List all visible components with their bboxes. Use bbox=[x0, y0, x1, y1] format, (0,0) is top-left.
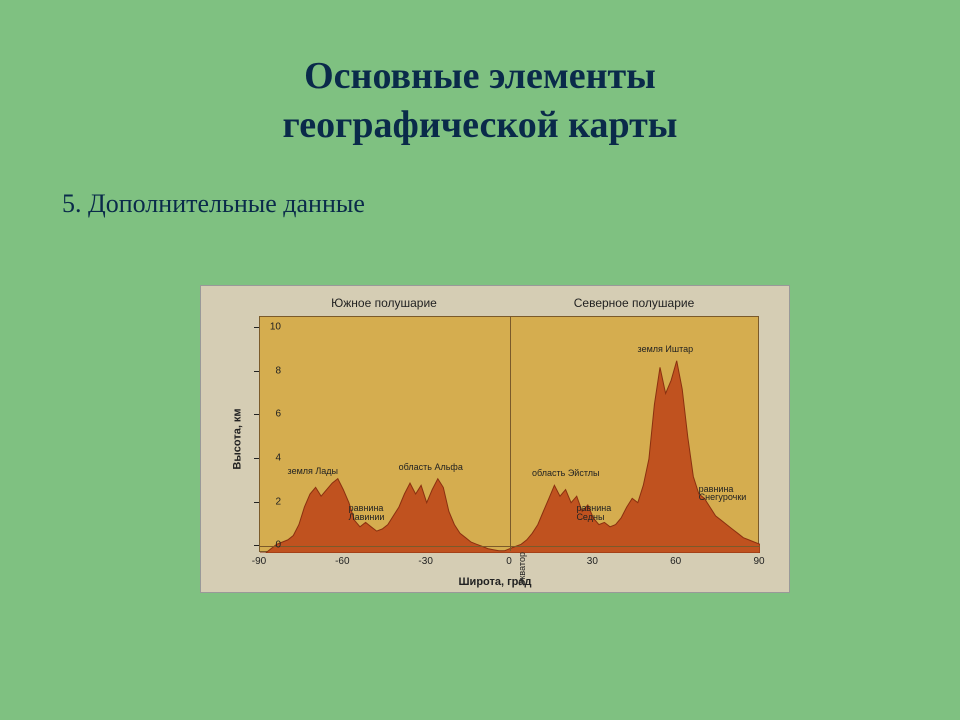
x-tick: 90 bbox=[753, 556, 764, 567]
feature-label: Снегурочки bbox=[699, 492, 747, 502]
feature-label: область Эйстлы bbox=[532, 468, 599, 478]
feature-label: область Альфа bbox=[399, 462, 463, 472]
y-axis-label: Высота, км bbox=[232, 408, 244, 469]
feature-label: Седны bbox=[576, 512, 604, 522]
title-line-2: географической карты bbox=[283, 104, 678, 146]
x-tick: -90 bbox=[252, 556, 266, 567]
slide-subtitle: 5. Дополнительные данные bbox=[0, 151, 960, 219]
feature-label: земля Лады bbox=[288, 466, 338, 476]
y-tick: 4 bbox=[275, 453, 281, 464]
equator-label: Экватор bbox=[517, 552, 527, 586]
x-tick: -60 bbox=[335, 556, 349, 567]
y-tick: 0 bbox=[275, 540, 281, 551]
feature-label: Лавинии bbox=[349, 512, 385, 522]
elevation-chart: Высота, км Широта, град земля Ладыравнин… bbox=[200, 285, 790, 593]
x-tick: -30 bbox=[418, 556, 432, 567]
y-tick: 6 bbox=[275, 409, 281, 420]
y-tick: 2 bbox=[275, 496, 281, 507]
feature-label: земля Иштар bbox=[638, 344, 694, 354]
hemisphere-label: Северное полушарие bbox=[574, 296, 695, 310]
plot-area: земля ЛадыравнинаЛавинииобласть Альфаобл… bbox=[259, 316, 759, 552]
slide-title: Основные элементы географической карты bbox=[0, 0, 960, 151]
x-tick: 0 bbox=[506, 556, 512, 567]
hemisphere-label: Южное полушарие bbox=[331, 296, 437, 310]
y-tick: 10 bbox=[270, 321, 281, 332]
x-tick: 30 bbox=[587, 556, 598, 567]
y-tick: 8 bbox=[275, 365, 281, 376]
x-tick: 60 bbox=[670, 556, 681, 567]
equator-line bbox=[510, 317, 511, 551]
title-line-1: Основные элементы bbox=[304, 55, 656, 97]
